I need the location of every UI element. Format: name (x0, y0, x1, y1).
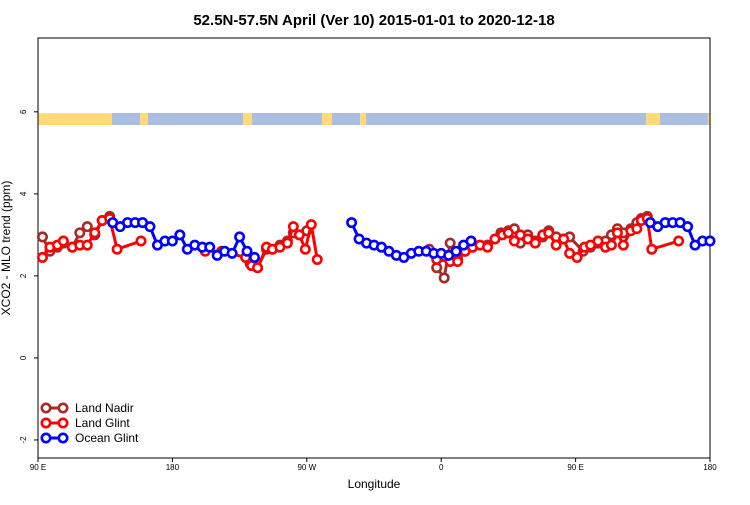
point (36, 251, 48, 263)
x-tick-label: 0 (439, 463, 444, 472)
point (299, 243, 311, 255)
point (346, 217, 358, 229)
legend-label: Land Nadir (75, 401, 134, 415)
legend-label: Land Glint (75, 416, 130, 430)
point (605, 239, 617, 251)
point (135, 235, 147, 247)
point (631, 223, 643, 235)
point (450, 245, 462, 257)
point (592, 235, 604, 247)
x-tick-label: 180 (166, 463, 180, 472)
legend-marker (40, 417, 52, 429)
point (465, 235, 477, 247)
point (249, 251, 261, 263)
point (617, 239, 629, 251)
point (550, 239, 562, 251)
point (293, 229, 305, 241)
chart-title: 52.5N-57.5N April (Ver 10) 2015-01-01 to… (193, 12, 554, 29)
point (166, 235, 178, 247)
point (502, 227, 514, 239)
y-tick-label: -2 (19, 436, 28, 444)
point (444, 237, 456, 249)
point (111, 243, 123, 255)
point (508, 235, 520, 247)
point (234, 231, 246, 243)
point (57, 235, 69, 247)
legend-marker (57, 417, 69, 429)
point (646, 243, 658, 255)
point (204, 241, 216, 253)
point (81, 239, 93, 251)
legend-marker (57, 432, 69, 444)
map-strip (38, 113, 710, 125)
point (543, 227, 555, 239)
point (226, 247, 238, 259)
point (241, 245, 253, 257)
x-tick-label: 90 W (297, 463, 316, 472)
point (682, 221, 694, 233)
point (174, 229, 186, 241)
point (611, 227, 623, 239)
point (81, 221, 93, 233)
y-tick-label: 0 (19, 355, 28, 360)
legend-label: Ocean Glint (75, 431, 139, 445)
point (481, 241, 493, 253)
point (673, 235, 685, 247)
legend-marker (57, 402, 69, 414)
point (452, 256, 464, 268)
y-axis-label: XCO2 - MLO trend (ppm) (0, 181, 13, 316)
point (74, 227, 86, 239)
x-tick-label: 180 (703, 463, 717, 472)
point (311, 253, 323, 265)
point (89, 227, 101, 239)
point (529, 237, 541, 249)
point (144, 221, 156, 233)
y-tick-label: 6 (19, 109, 28, 114)
point (287, 221, 299, 233)
plot-frame (37, 37, 711, 459)
legend-marker (40, 402, 52, 414)
point (438, 272, 450, 284)
legend-marker (40, 432, 52, 444)
point (281, 237, 293, 249)
x-axis-label: Longitude (348, 477, 401, 491)
x-tick-label: 90 E (30, 463, 46, 472)
point (558, 233, 570, 245)
point (704, 235, 716, 247)
y-tick-label: 2 (19, 273, 28, 278)
point (252, 262, 264, 274)
y-tick-label: 4 (19, 191, 28, 196)
point (571, 251, 583, 263)
x-tick-label: 90 E (567, 463, 583, 472)
point (36, 231, 48, 243)
point (305, 219, 317, 231)
